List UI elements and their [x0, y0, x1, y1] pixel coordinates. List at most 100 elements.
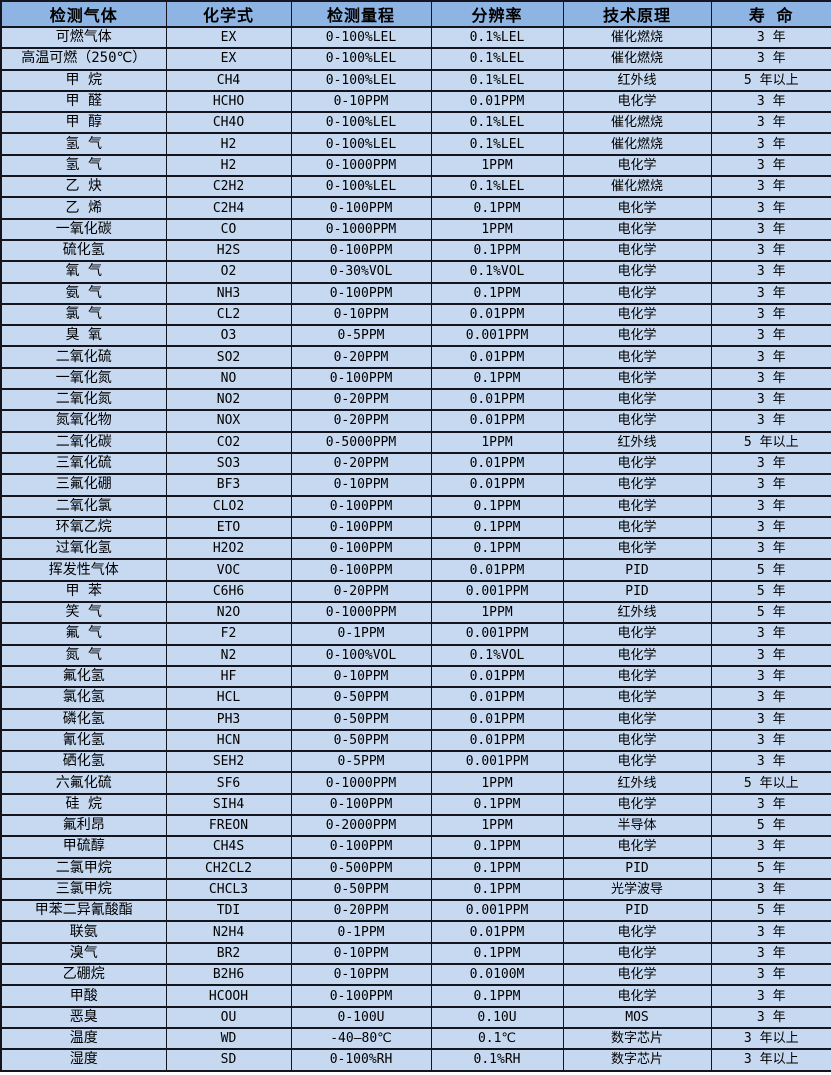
table-cell-range: 0-1000PPM — [290, 601, 432, 625]
table-cell-gas-name: 氟利昂 — [0, 813, 167, 838]
table-cell-principle: 电化学 — [562, 537, 712, 561]
table-cell-gas-name: 联氨 — [0, 920, 167, 944]
table-cell-resolution: 0.01PPM — [430, 302, 564, 327]
table-cell-resolution: 0.1℃ — [430, 1026, 564, 1051]
table-cell-lifespan: 3 年 — [710, 260, 831, 284]
table-cell-lifespan: 3 年 — [710, 153, 831, 178]
table-cell-formula: WD — [165, 1026, 292, 1051]
table-cell-principle: PID — [562, 579, 712, 604]
table-cell-range: 0-100PPM — [290, 984, 432, 1008]
table-cell-resolution: 0.001PPM — [430, 579, 564, 604]
table-cell-gas-name: 氮氧化物 — [0, 409, 167, 433]
table-cell-resolution: 0.1PPM — [430, 792, 564, 816]
table-cell-lifespan: 3 年 — [710, 451, 831, 476]
table-cell-resolution: 0.1%LEL — [430, 132, 564, 156]
table-row: 甲 醇 CH4O 0-100%LEL 0.1%LEL 催化燃烧 3 年 — [0, 111, 831, 135]
table-cell-range: 0-100%VOL — [290, 643, 432, 667]
table-cell-resolution: 0.001PPM — [430, 750, 564, 774]
table-row: 一氧化碳 CO 0-1000PPM 1PPM 电化学 3 年 — [0, 217, 831, 241]
table-cell-gas-name: 湿度 — [0, 1048, 167, 1072]
table-cell-formula: C2H4 — [165, 196, 292, 220]
table-cell-gas-name: 氰化氢 — [0, 728, 167, 753]
table-cell-gas-name: 二氧化碳 — [0, 430, 167, 454]
table-cell-gas-name: 甲苯二异氰酸酯 — [0, 899, 167, 923]
table-cell-principle: PID — [562, 856, 712, 880]
table-cell-gas-name: 氯 气 — [0, 302, 167, 327]
table-cell-formula: OU — [165, 1005, 292, 1029]
table-cell-resolution: 0.1%VOL — [430, 643, 564, 667]
table-cell-formula: CH4S — [165, 835, 292, 859]
table-cell-formula: H2S — [165, 238, 292, 263]
table-cell-resolution: 0.01PPM — [430, 451, 564, 476]
table-cell-formula: CO2 — [165, 430, 292, 454]
table-cell-gas-name: 高温可燃（250℃） — [0, 47, 167, 71]
table-cell-range: 0-50PPM — [290, 728, 432, 753]
table-cell-gas-name: 甲 烷 — [0, 68, 167, 92]
table-cell-resolution: 0.01PPM — [430, 473, 564, 497]
table-cell-lifespan: 3 年 — [710, 963, 831, 987]
table-cell-resolution: 1PPM — [430, 771, 564, 795]
table-cell-formula: N2O — [165, 601, 292, 625]
table-cell-principle: 电化学 — [562, 941, 712, 966]
table-cell-range: 0-5PPM — [290, 324, 432, 348]
table-row: 氟 气 F2 0-1PPM 0.001PPM 电化学 3 年 — [0, 622, 831, 646]
table-cell-principle: 电化学 — [562, 707, 712, 731]
table-row: 一氧化氮 NO 0-100PPM 0.1PPM 电化学 3 年 — [0, 366, 831, 391]
table-row: 高温可燃（250℃） EX 0-100%LEL 0.1%LEL 催化燃烧 3 年 — [0, 47, 831, 71]
table-cell-principle: 电化学 — [562, 494, 712, 518]
table-cell-principle: 电化学 — [562, 984, 712, 1008]
table-row: 二氧化碳 CO2 0-5000PPM 1PPM 红外线 5 年以上 — [0, 430, 831, 454]
table-cell-gas-name: 二氧化氯 — [0, 494, 167, 518]
table-cell-resolution: 0.01PPM — [430, 558, 564, 582]
table-cell-gas-name: 硒化氢 — [0, 750, 167, 774]
table-row: 甲硫醇 CH4S 0-100PPM 0.1PPM 电化学 3 年 — [0, 835, 831, 859]
table-cell-range: 0-100PPM — [290, 196, 432, 220]
table-cell-formula: EX — [165, 25, 292, 50]
table-cell-lifespan: 3 年 — [710, 89, 831, 114]
table-cell-formula: VOC — [165, 558, 292, 582]
table-row: 二氧化氮 NO2 0-20PPM 0.01PPM 电化学 3 年 — [0, 388, 831, 412]
table-cell-formula: ETO — [165, 515, 292, 540]
table-header: 检测气体 化学式 检测量程 分辨率 技术原理 寿 命 — [0, 0, 831, 28]
table-row: 乙 炔 C2H2 0-100%LEL 0.1%LEL 催化燃烧 3 年 — [0, 175, 831, 199]
table-cell-resolution: 1PPM — [430, 153, 564, 178]
table-cell-range: 0-30%VOL — [290, 260, 432, 284]
table-cell-range: 0-500PPM — [290, 856, 432, 880]
table-cell-formula: HCL — [165, 686, 292, 710]
table-cell-principle: 电化学 — [562, 302, 712, 327]
table-cell-formula: TDI — [165, 899, 292, 923]
table-cell-formula: HCHO — [165, 89, 292, 114]
table-cell-principle: 电化学 — [562, 643, 712, 667]
table-cell-range: 0-100PPM — [290, 537, 432, 561]
table-cell-formula: B2H6 — [165, 963, 292, 987]
table-cell-resolution: 0.1%LEL — [430, 68, 564, 92]
table-cell-formula: N2 — [165, 643, 292, 667]
table-cell-lifespan: 3 年 — [710, 515, 831, 540]
table-row: 二氧化硫 SO2 0-20PPM 0.01PPM 电化学 3 年 — [0, 345, 831, 369]
table-cell-lifespan: 3 年 — [710, 175, 831, 199]
table-cell-principle: 电化学 — [562, 750, 712, 774]
table-row: 二氯甲烷 CH2CL2 0-500PPM 0.1PPM PID 5 年 — [0, 856, 831, 880]
table-cell-range: 0-100%LEL — [290, 111, 432, 135]
table-cell-principle: 电化学 — [562, 451, 712, 476]
table-cell-lifespan: 5 年 — [710, 601, 831, 625]
table-row: 乙 烯 C2H4 0-100PPM 0.1PPM 电化学 3 年 — [0, 196, 831, 220]
table-cell-lifespan: 3 年 — [710, 664, 831, 689]
table-cell-lifespan: 5 年以上 — [710, 68, 831, 92]
table-cell-lifespan: 3 年 — [710, 1005, 831, 1029]
table-cell-lifespan: 3 年 — [710, 388, 831, 412]
table-cell-resolution: 0.001PPM — [430, 622, 564, 646]
table-cell-range: 0-2000PPM — [290, 813, 432, 838]
table-cell-formula: CH4 — [165, 68, 292, 92]
table-cell-lifespan: 5 年 — [710, 899, 831, 923]
table-cell-lifespan: 3 年 — [710, 345, 831, 369]
table-cell-formula: CH4O — [165, 111, 292, 135]
table-cell-principle: 电化学 — [562, 324, 712, 348]
table-cell-principle: 电化学 — [562, 686, 712, 710]
table-cell-formula: CLO2 — [165, 494, 292, 518]
table-row: 乙硼烷 B2H6 0-10PPM 0.0100M 电化学 3 年 — [0, 963, 831, 987]
table-cell-principle: PID — [562, 899, 712, 923]
table-cell-resolution: 0.01PPM — [430, 920, 564, 944]
table-row: 可燃气体 EX 0-100%LEL 0.1%LEL 催化燃烧 3 年 — [0, 25, 831, 50]
table-cell-lifespan: 3 年 — [710, 324, 831, 348]
